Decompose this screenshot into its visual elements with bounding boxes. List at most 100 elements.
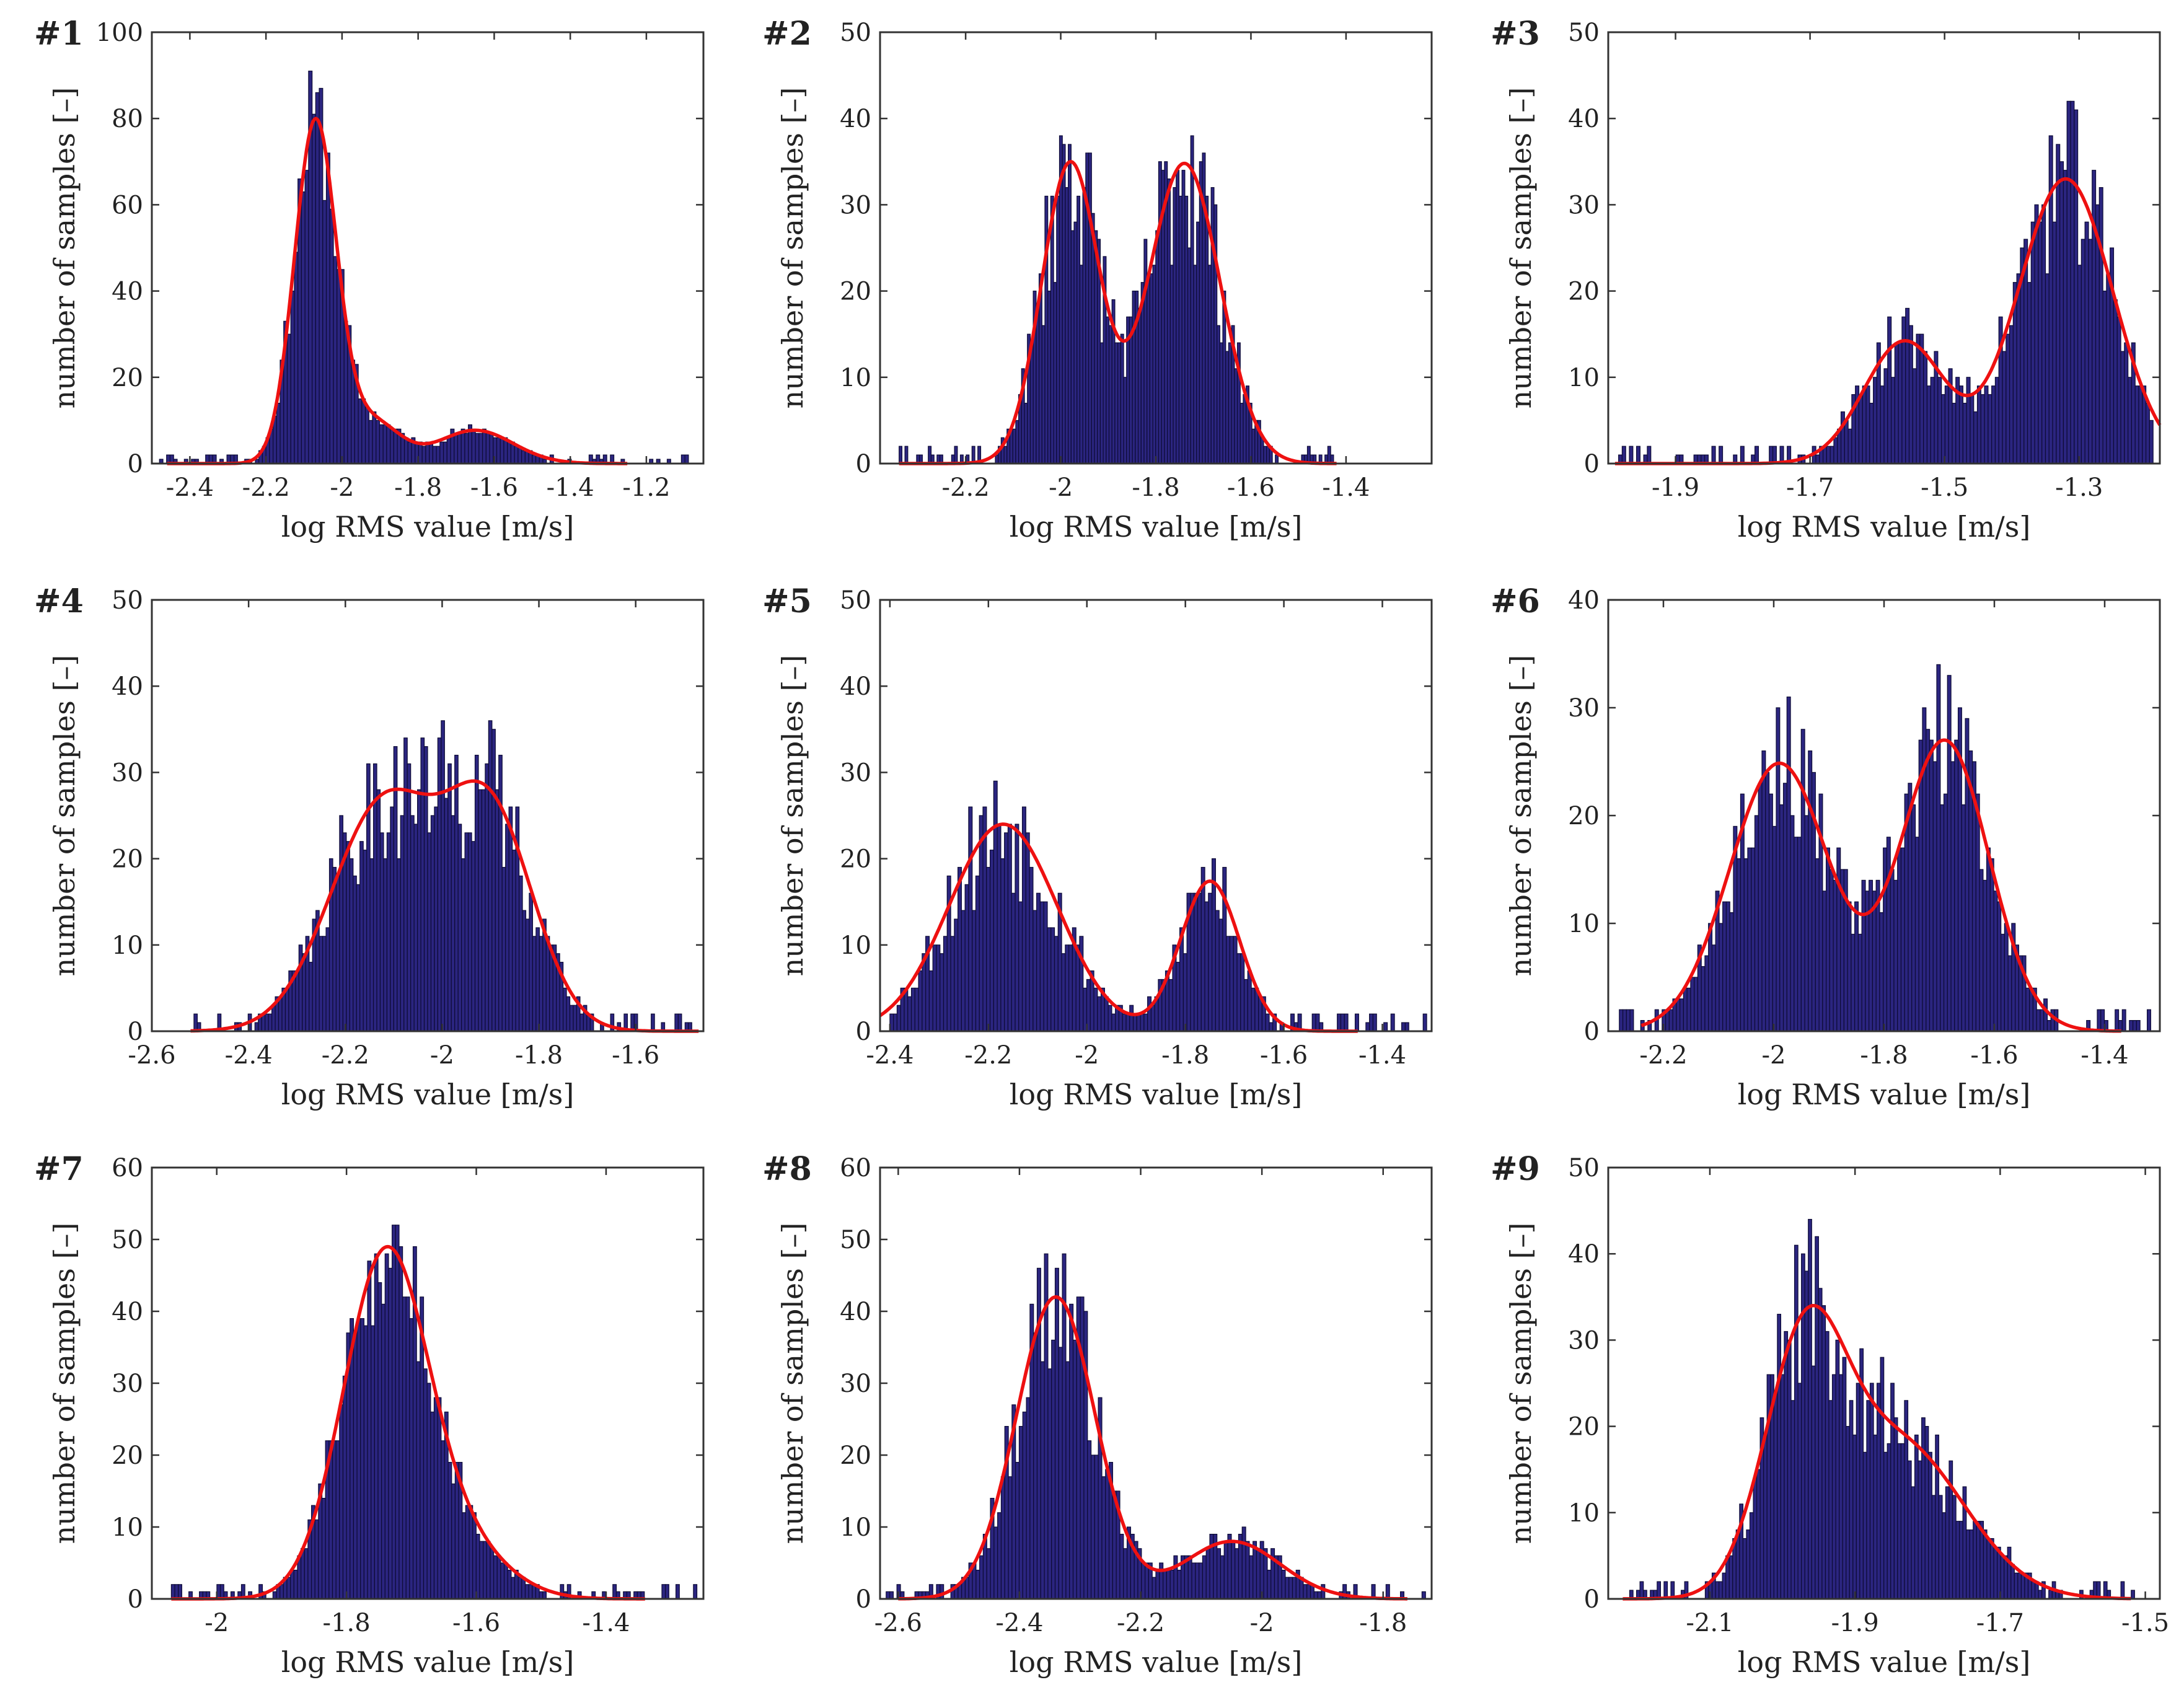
histogram-bar [1942, 1512, 1947, 1600]
histogram-bar [2056, 144, 2061, 464]
x-tick-label: -1.4 [547, 473, 594, 502]
histogram-bar [1303, 1584, 1308, 1600]
histogram-bar [333, 256, 338, 464]
histogram-bar [979, 815, 984, 1032]
histogram-bar [1872, 891, 1877, 1032]
y-tick-label: 40 [112, 672, 143, 701]
histogram-bar [398, 1246, 403, 1600]
histogram-bar [1801, 1253, 1805, 1600]
histogram-bar [1036, 307, 1040, 464]
histogram-bar [1008, 1476, 1013, 1600]
histogram-bar [1769, 446, 1774, 464]
histogram-bar [914, 987, 919, 1032]
y-tick-label: 30 [840, 759, 871, 787]
histogram-bar [325, 152, 330, 464]
y-tick-label: 10 [112, 931, 143, 960]
histogram-bar [989, 850, 994, 1032]
histogram-bar [542, 1591, 547, 1600]
histogram-bar [371, 1325, 375, 1600]
histogram-bar [1106, 316, 1110, 464]
histogram-bar [1243, 394, 1247, 464]
histogram-bar [392, 1225, 396, 1600]
histogram-bar [1765, 772, 1770, 1032]
x-tick-label: -2.2 [942, 473, 990, 502]
histogram-bar [1821, 1305, 1826, 1600]
histogram-bar [1905, 307, 1910, 464]
histogram-bar [325, 927, 330, 1032]
histogram-bar [1169, 1570, 1174, 1600]
histogram-bar [1779, 804, 1784, 1032]
y-axis-label: number of samples [–] [776, 1223, 809, 1544]
histogram-bar [1719, 1581, 1723, 1600]
histogram-bar [1690, 977, 1695, 1032]
histogram-bar [1083, 1311, 1088, 1600]
histogram-bar [918, 970, 923, 1032]
histogram-bar [1075, 944, 1080, 1032]
histogram-bar [1914, 1434, 1919, 1600]
histogram-bar [1011, 892, 1016, 1032]
histogram-bar [1883, 847, 1888, 1032]
y-tick-label: 30 [840, 1370, 871, 1398]
histogram-bar [1840, 411, 1845, 464]
histogram-bar [1829, 869, 1834, 1032]
x-tick-label: -2.4 [866, 1041, 914, 1070]
histogram-bar [343, 320, 348, 464]
panel-6: -2.2 -2 -1.8 -1.6 -1.4 0 10 20 30 40 log RMS value… [1490, 583, 2161, 1111]
histogram-bar [368, 420, 373, 464]
histogram-bars [193, 720, 692, 1032]
histogram-bar [383, 858, 388, 1032]
histogram-bar [2097, 1009, 2102, 1032]
histogram-bar [535, 927, 540, 1032]
histogram-bar [2009, 325, 2014, 464]
histogram-bar [474, 754, 479, 1032]
y-tick-label: 80 [112, 105, 143, 133]
histogram-bar [1719, 446, 1724, 464]
histogram-bar [1945, 1486, 1950, 1600]
histogram-bar [407, 763, 412, 1032]
histogram-bar [405, 1296, 410, 1600]
density-fit-curve [1640, 738, 2121, 1033]
histogram-bar [560, 1584, 565, 1600]
histogram-bar [1962, 402, 1967, 464]
histogram-bar [500, 437, 504, 464]
histogram-bar [475, 1534, 480, 1600]
histogram-bar [1683, 987, 1688, 1032]
x-tick-label: -2.2 [964, 1041, 1012, 1070]
histogram-bar [1701, 966, 1706, 1032]
histogram-bar [1073, 221, 1078, 464]
histogram-bar [968, 806, 973, 1032]
histogram-bar [1908, 783, 1913, 1032]
histogram-bar [1787, 1339, 1792, 1600]
histogram-bar [1846, 1426, 1850, 1600]
histogram-bar [1877, 1383, 1881, 1600]
histogram-bar [651, 1013, 655, 1032]
histogram-bar [278, 996, 283, 1032]
histogram-bar [2010, 1564, 2015, 1600]
histogram-bar [1177, 1570, 1182, 1600]
histogram-bar [1794, 1244, 1799, 1600]
histogram-bar [2017, 1572, 2022, 1600]
y-axis-label: number of samples [–] [48, 1223, 81, 1544]
histogram-bar [1970, 394, 1975, 464]
histogram-bar [1822, 891, 1827, 1032]
histogram-bar [451, 1483, 456, 1600]
histogram-bar [1090, 1454, 1095, 1600]
histogram-bar [397, 858, 401, 1032]
histogram-bar [1861, 879, 1866, 1032]
histogram-bar [1155, 1570, 1160, 1600]
histogram-bar [1997, 901, 2002, 1032]
histogram-bar [2113, 299, 2118, 464]
x-axis-label: log RMS value [m/s] [1010, 1078, 1303, 1111]
histogram-bar [1220, 1555, 1225, 1600]
histogram-bar [1404, 1022, 1409, 1032]
histogram-bar [481, 789, 486, 1032]
histogram-bar [1958, 385, 1963, 464]
histogram-bar [1184, 195, 1189, 464]
histogram-bar [1851, 933, 1856, 1032]
panel-1: -2.4 -2.2 -2 -1.8 -1.6 -1.4 -1.2 0 20 40 60 80 100 lo… [34, 15, 705, 543]
histogram-bar [1911, 804, 1916, 1032]
histogram-bar [1722, 901, 1727, 1032]
histogram-bar [1986, 1538, 1991, 1600]
histogram-bar [1056, 195, 1060, 464]
histogram-bar [1737, 858, 1741, 1032]
